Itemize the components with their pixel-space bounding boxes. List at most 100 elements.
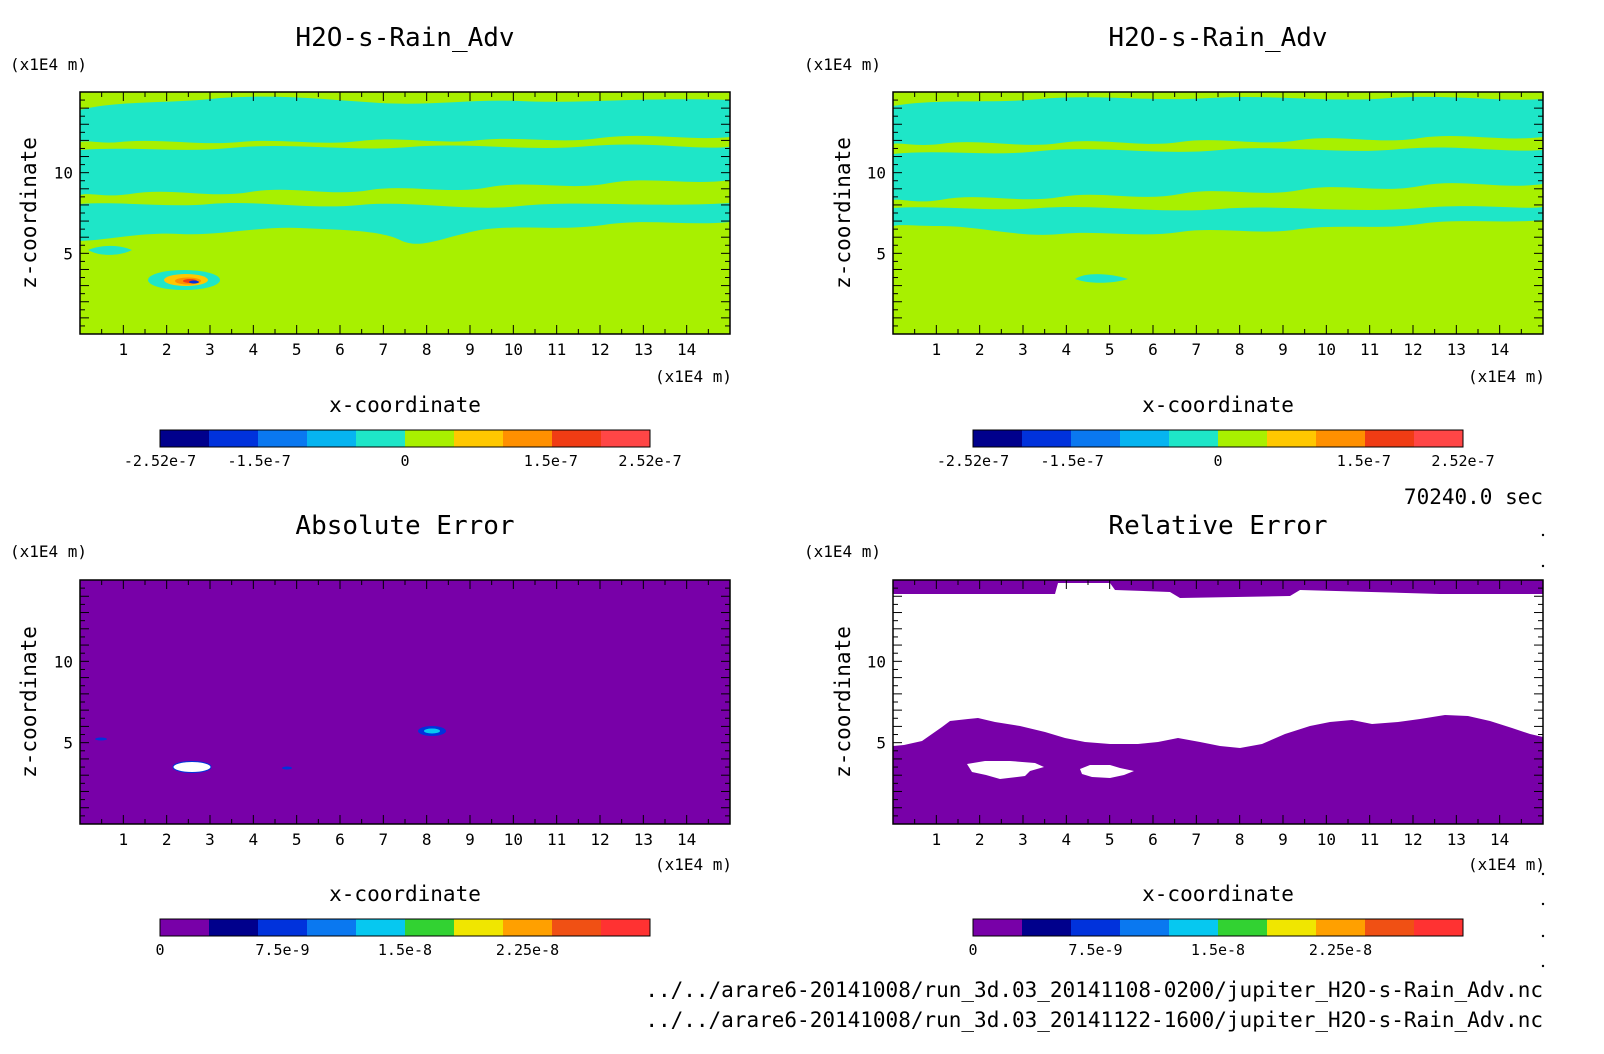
colorbar-segment (209, 919, 259, 936)
x-tick-label: 1 (119, 830, 129, 849)
x-tick-label: 14 (1490, 830, 1509, 849)
colorbar-tick-label: 0 (400, 452, 409, 470)
undefined-region (1080, 765, 1134, 778)
colorbar-segment (209, 430, 259, 447)
colorbar-segment (973, 919, 1023, 936)
y-tick-label: 10 (867, 652, 886, 671)
colorbar-segment (1169, 430, 1219, 447)
panel-title: H2O-s-Rain_Adv (295, 23, 514, 53)
x-ticks: 1 2 3 4 5 6 7 8 9 10 11 12 13 14 (914, 92, 1522, 359)
x-tick-label: 5 (1105, 830, 1115, 849)
colorbar-segment (1071, 430, 1121, 447)
x-axis-label: x-coordinate (329, 393, 481, 417)
file-path-2: ../../arare6-20141008/run_3d.03_20141122… (645, 1008, 1543, 1032)
x-tick-label: 7 (379, 830, 389, 849)
y-ticks: 5 10 (867, 99, 1543, 327)
x-tick-label: 8 (422, 830, 432, 849)
x-tick-label: 14 (677, 340, 696, 359)
colorbar-tick-label: -1.5e-7 (228, 452, 291, 470)
x-tick-label: 6 (335, 830, 345, 849)
colorbar-tick-label: 0 (1213, 452, 1222, 470)
colorbar-segment (160, 919, 210, 936)
x-unit-label: (x1E4 m) (655, 367, 732, 386)
colorbar-segment (601, 919, 651, 936)
x-unit-label: (x1E4 m) (1468, 367, 1545, 386)
panel-top-left: H2O-s-Rain_Adv (x1E4 m) 1 2 3 4 5 6 7 8 9 10 11 12 1… (10, 23, 732, 470)
colorbar-segment (552, 430, 602, 447)
feature-blob (282, 766, 292, 770)
x-tick-label: 7 (1192, 830, 1202, 849)
colorbar-segment (454, 919, 504, 936)
y-unit-label: (x1E4 m) (804, 55, 881, 74)
colorbar-tick-label: 0 (155, 941, 164, 959)
panel-bottom-left: Absolute Error (x1E4 m) 1 2 3 4 5 6 7 8 9 10 11 12 1… (10, 511, 732, 959)
x-axis-label: x-coordinate (1142, 393, 1294, 417)
colorbar-segment (1414, 430, 1464, 447)
colorbar-segment (1267, 430, 1317, 447)
colorbar: -2.52e-7 -1.5e-7 0 1.5e-7 2.52e-7 (937, 429, 1495, 470)
colorbar-segment (307, 430, 357, 447)
colorbar-frame (159, 918, 651, 937)
colorbar-frame (972, 918, 1464, 937)
y-tick-label: 5 (876, 734, 886, 753)
colorbar-segment (1120, 919, 1170, 936)
panel-top-right: H2O-s-Rain_Adv (x1E4 m) 1 2 3 4 5 6 7 8 9 10 11 12 1… (804, 23, 1545, 470)
colorbar-segment (1365, 430, 1415, 447)
colorbar-tick-label: 2.52e-7 (1431, 452, 1494, 470)
colorbar-tick-label: 2.52e-7 (618, 452, 681, 470)
colorbar-segment (503, 430, 553, 447)
x-tick-label: 5 (292, 340, 302, 359)
colorbar-segment (307, 919, 357, 936)
y-axis-label: z-coordinate (831, 137, 855, 289)
band-region (893, 147, 1543, 202)
x-tick-label: 2 (162, 830, 172, 849)
band-region (88, 245, 132, 255)
x-tick-label: 9 (465, 830, 475, 849)
x-tick-label: 4 (249, 830, 259, 849)
y-unit-label: (x1E4 m) (10, 542, 87, 561)
colorbar-segment (1316, 919, 1366, 936)
x-tick-label: 3 (1018, 340, 1028, 359)
colorbar: 0 7.5e-9 1.5e-8 2.25e-8 (155, 918, 651, 959)
colorbar-frame (159, 429, 651, 448)
x-tick-label: 9 (1278, 830, 1288, 849)
x-tick-label: 7 (379, 340, 389, 359)
y-tick-label: 5 (63, 244, 73, 263)
x-tick-label: 11 (1360, 340, 1379, 359)
x-tick-label: 1 (932, 340, 942, 359)
colorbar-tick-label: 1.5e-7 (1337, 452, 1391, 470)
x-tick-label: 14 (677, 830, 696, 849)
colorbar-tick-label: -2.52e-7 (937, 452, 1009, 470)
plot-area (79, 579, 731, 825)
colorbar-tick-label: 1.5e-8 (1191, 941, 1245, 959)
panel-title: Relative Error (1108, 511, 1327, 541)
colorbar-tick-label: -1.5e-7 (1041, 452, 1104, 470)
x-ticks: 1 2 3 4 5 6 7 8 9 10 11 12 13 14 (101, 92, 709, 359)
x-tick-label: 12 (1403, 830, 1422, 849)
y-tick-label: 5 (63, 734, 73, 753)
colorbar-segment (454, 430, 504, 447)
colorbar-segment (356, 919, 406, 936)
x-tick-label: 3 (205, 340, 215, 359)
colorbar-segment (1022, 430, 1072, 447)
colorbar-segment (1267, 919, 1317, 936)
x-tick-label: 10 (504, 830, 523, 849)
x-tick-label: 5 (292, 830, 302, 849)
x-tick-label: 2 (162, 340, 172, 359)
panel-title: Absolute Error (295, 511, 514, 541)
y-axis-label: z-coordinate (831, 626, 855, 778)
colorbar-segment (1120, 430, 1170, 447)
x-axis-label: x-coordinate (329, 882, 481, 906)
colorbar-segment (160, 430, 210, 447)
feature-blob (172, 761, 212, 773)
x-tick-label: 10 (1317, 830, 1336, 849)
stray-dots (1541, 533, 1545, 968)
plot-area (79, 91, 731, 335)
x-tick-label: 4 (1062, 830, 1072, 849)
colorbar-tick-label: 1.5e-7 (524, 452, 578, 470)
colorbar-tick-label: 2.25e-8 (496, 941, 559, 959)
band-region (893, 96, 1543, 145)
x-tick-label: 11 (547, 340, 566, 359)
feature-blob (1075, 274, 1128, 283)
